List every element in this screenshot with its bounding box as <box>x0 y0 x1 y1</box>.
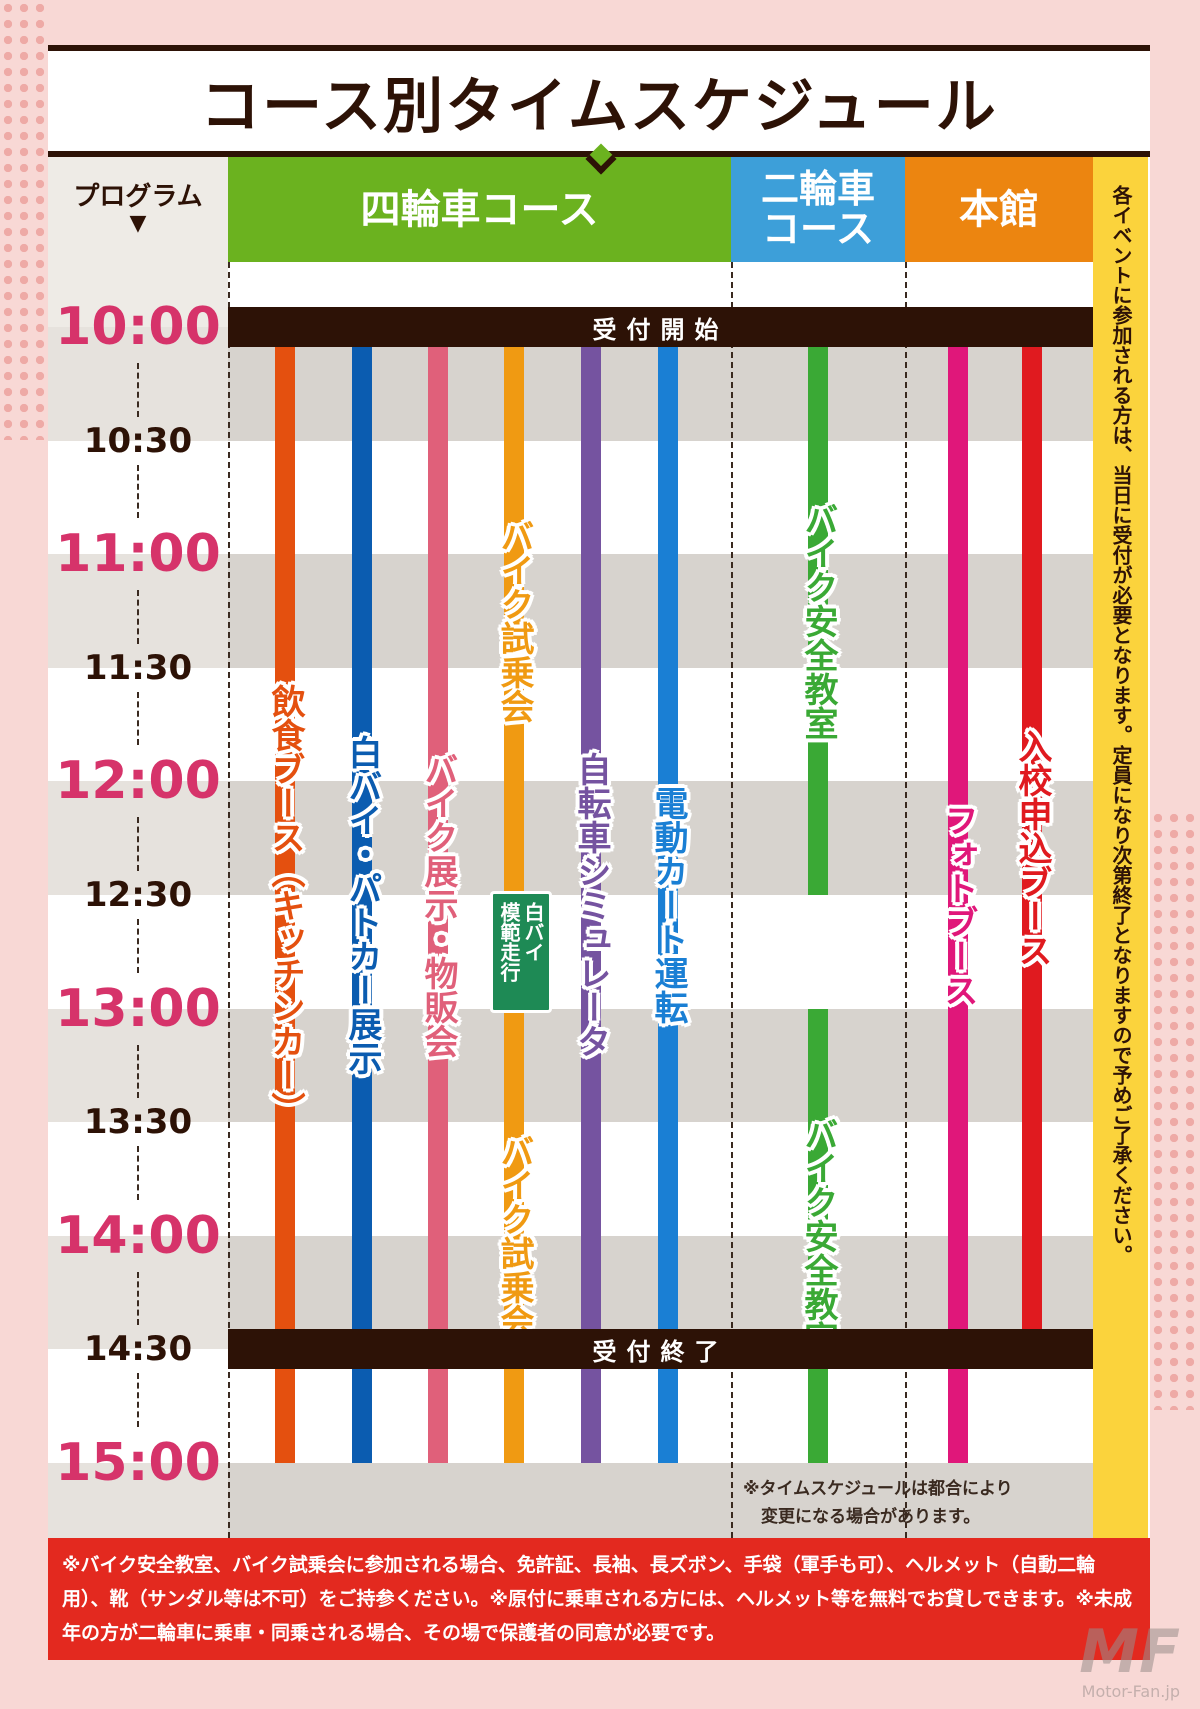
time-label-1130: 11:30 <box>83 647 193 688</box>
time-connector <box>137 464 139 519</box>
event-line <box>428 347 448 1463</box>
note-line: ※タイムスケジュールは都合により <box>743 1479 1013 1499</box>
event-line <box>808 347 828 895</box>
event-line <box>504 347 524 895</box>
event-line <box>581 347 601 1463</box>
column-label: 四輪車コース <box>360 186 599 233</box>
event-line <box>948 347 968 1463</box>
side-note: 各イベントに参加される方は、当日に受付が必要となります。定員になり次第終了となり… <box>1093 157 1148 1538</box>
reception-bar: 受付終了 <box>228 1329 1093 1370</box>
decorative-dots <box>0 0 48 440</box>
column-header-four-wheel: 四輪車コース <box>228 157 731 262</box>
time-connector <box>137 1044 139 1099</box>
column-label: 本館 <box>959 186 1039 233</box>
time-connector <box>137 363 139 417</box>
time-connector <box>137 1271 139 1326</box>
program-header: プログラム ▼ <box>48 157 228 262</box>
event-line <box>1022 347 1042 1350</box>
event-label: フォトブース <box>938 803 978 1007</box>
event-line <box>658 347 678 1463</box>
time-label-1300: 13:00 <box>55 978 221 1039</box>
page-title: コース別タイムスケジュール <box>200 71 998 142</box>
time-label-1430: 14:30 <box>83 1329 193 1370</box>
event-line <box>352 347 372 1463</box>
event-label: バイク安全教室 <box>798 502 838 740</box>
schedule-card: コース別タイムスケジュール プログラム ▼ 四輪車コース 二輪車 コース 本館 … <box>48 45 1150 1660</box>
column-divider <box>228 262 230 1538</box>
time-cell <box>48 1463 228 1538</box>
time-connector <box>137 691 139 746</box>
event-label: バイク展示・物販会 <box>418 752 458 1058</box>
time-label-1100: 11:00 <box>55 524 221 585</box>
demo-ride-block: 白バイ 模範走行 <box>490 891 552 1013</box>
column-divider <box>905 262 907 1538</box>
column-label: 二輪車 コース <box>760 166 875 251</box>
note-line: 変更になる場合があります。 <box>761 1507 981 1527</box>
column-header-two-wheel: 二輪車 コース <box>731 157 905 262</box>
column-header-main-building: 本館 <box>905 157 1093 262</box>
event-label: 入校申込ブース <box>1012 729 1052 968</box>
time-label-1230: 12:30 <box>83 875 193 915</box>
time-connector <box>137 817 139 871</box>
footer-notice: ※バイク安全教室、バイク試乗会に参加される場合、免許証、長袖、長ズボン、手袋（軍… <box>48 1538 1150 1660</box>
time-label-1030: 10:30 <box>83 420 193 461</box>
down-triangle-icon: ▼ <box>129 210 147 236</box>
event-label: 白バイ・パトカー展示 <box>342 735 382 1075</box>
time-connector <box>137 1146 139 1200</box>
time-label-1000: 10:00 <box>55 297 221 357</box>
event-label: バイク試乗会 <box>494 1133 534 1338</box>
time-label-1200: 12:00 <box>55 751 221 812</box>
event-label: 自転車シミュレータ <box>571 752 611 1058</box>
time-label-1400: 14:00 <box>55 1205 221 1266</box>
time-label-1500: 15:00 <box>55 1433 221 1493</box>
title-bar: コース別タイムスケジュール <box>48 45 1150 157</box>
event-line <box>275 347 295 1463</box>
time-connector <box>137 919 139 973</box>
column-divider <box>731 262 733 1538</box>
reception-bar: 受付開始 <box>228 307 1093 347</box>
time-label-1330: 13:30 <box>83 1102 193 1143</box>
schedule-note: ※タイムスケジュールは都合により変更になる場合があります。 <box>743 1475 1013 1531</box>
program-label: プログラム <box>73 182 203 213</box>
time-connector <box>137 1373 139 1427</box>
event-label: 飲食ブース（キッチンカー） <box>265 684 305 1126</box>
decorative-dots <box>1150 810 1200 1410</box>
event-label: バイク試乗会 <box>494 519 534 723</box>
event-label: 電動カート運転 <box>648 786 688 1024</box>
event-label: バイク安全教室 <box>798 1116 838 1355</box>
watermark-logo: MF Motor-Fan.jp <box>1079 1617 1180 1701</box>
time-connector <box>137 590 139 644</box>
